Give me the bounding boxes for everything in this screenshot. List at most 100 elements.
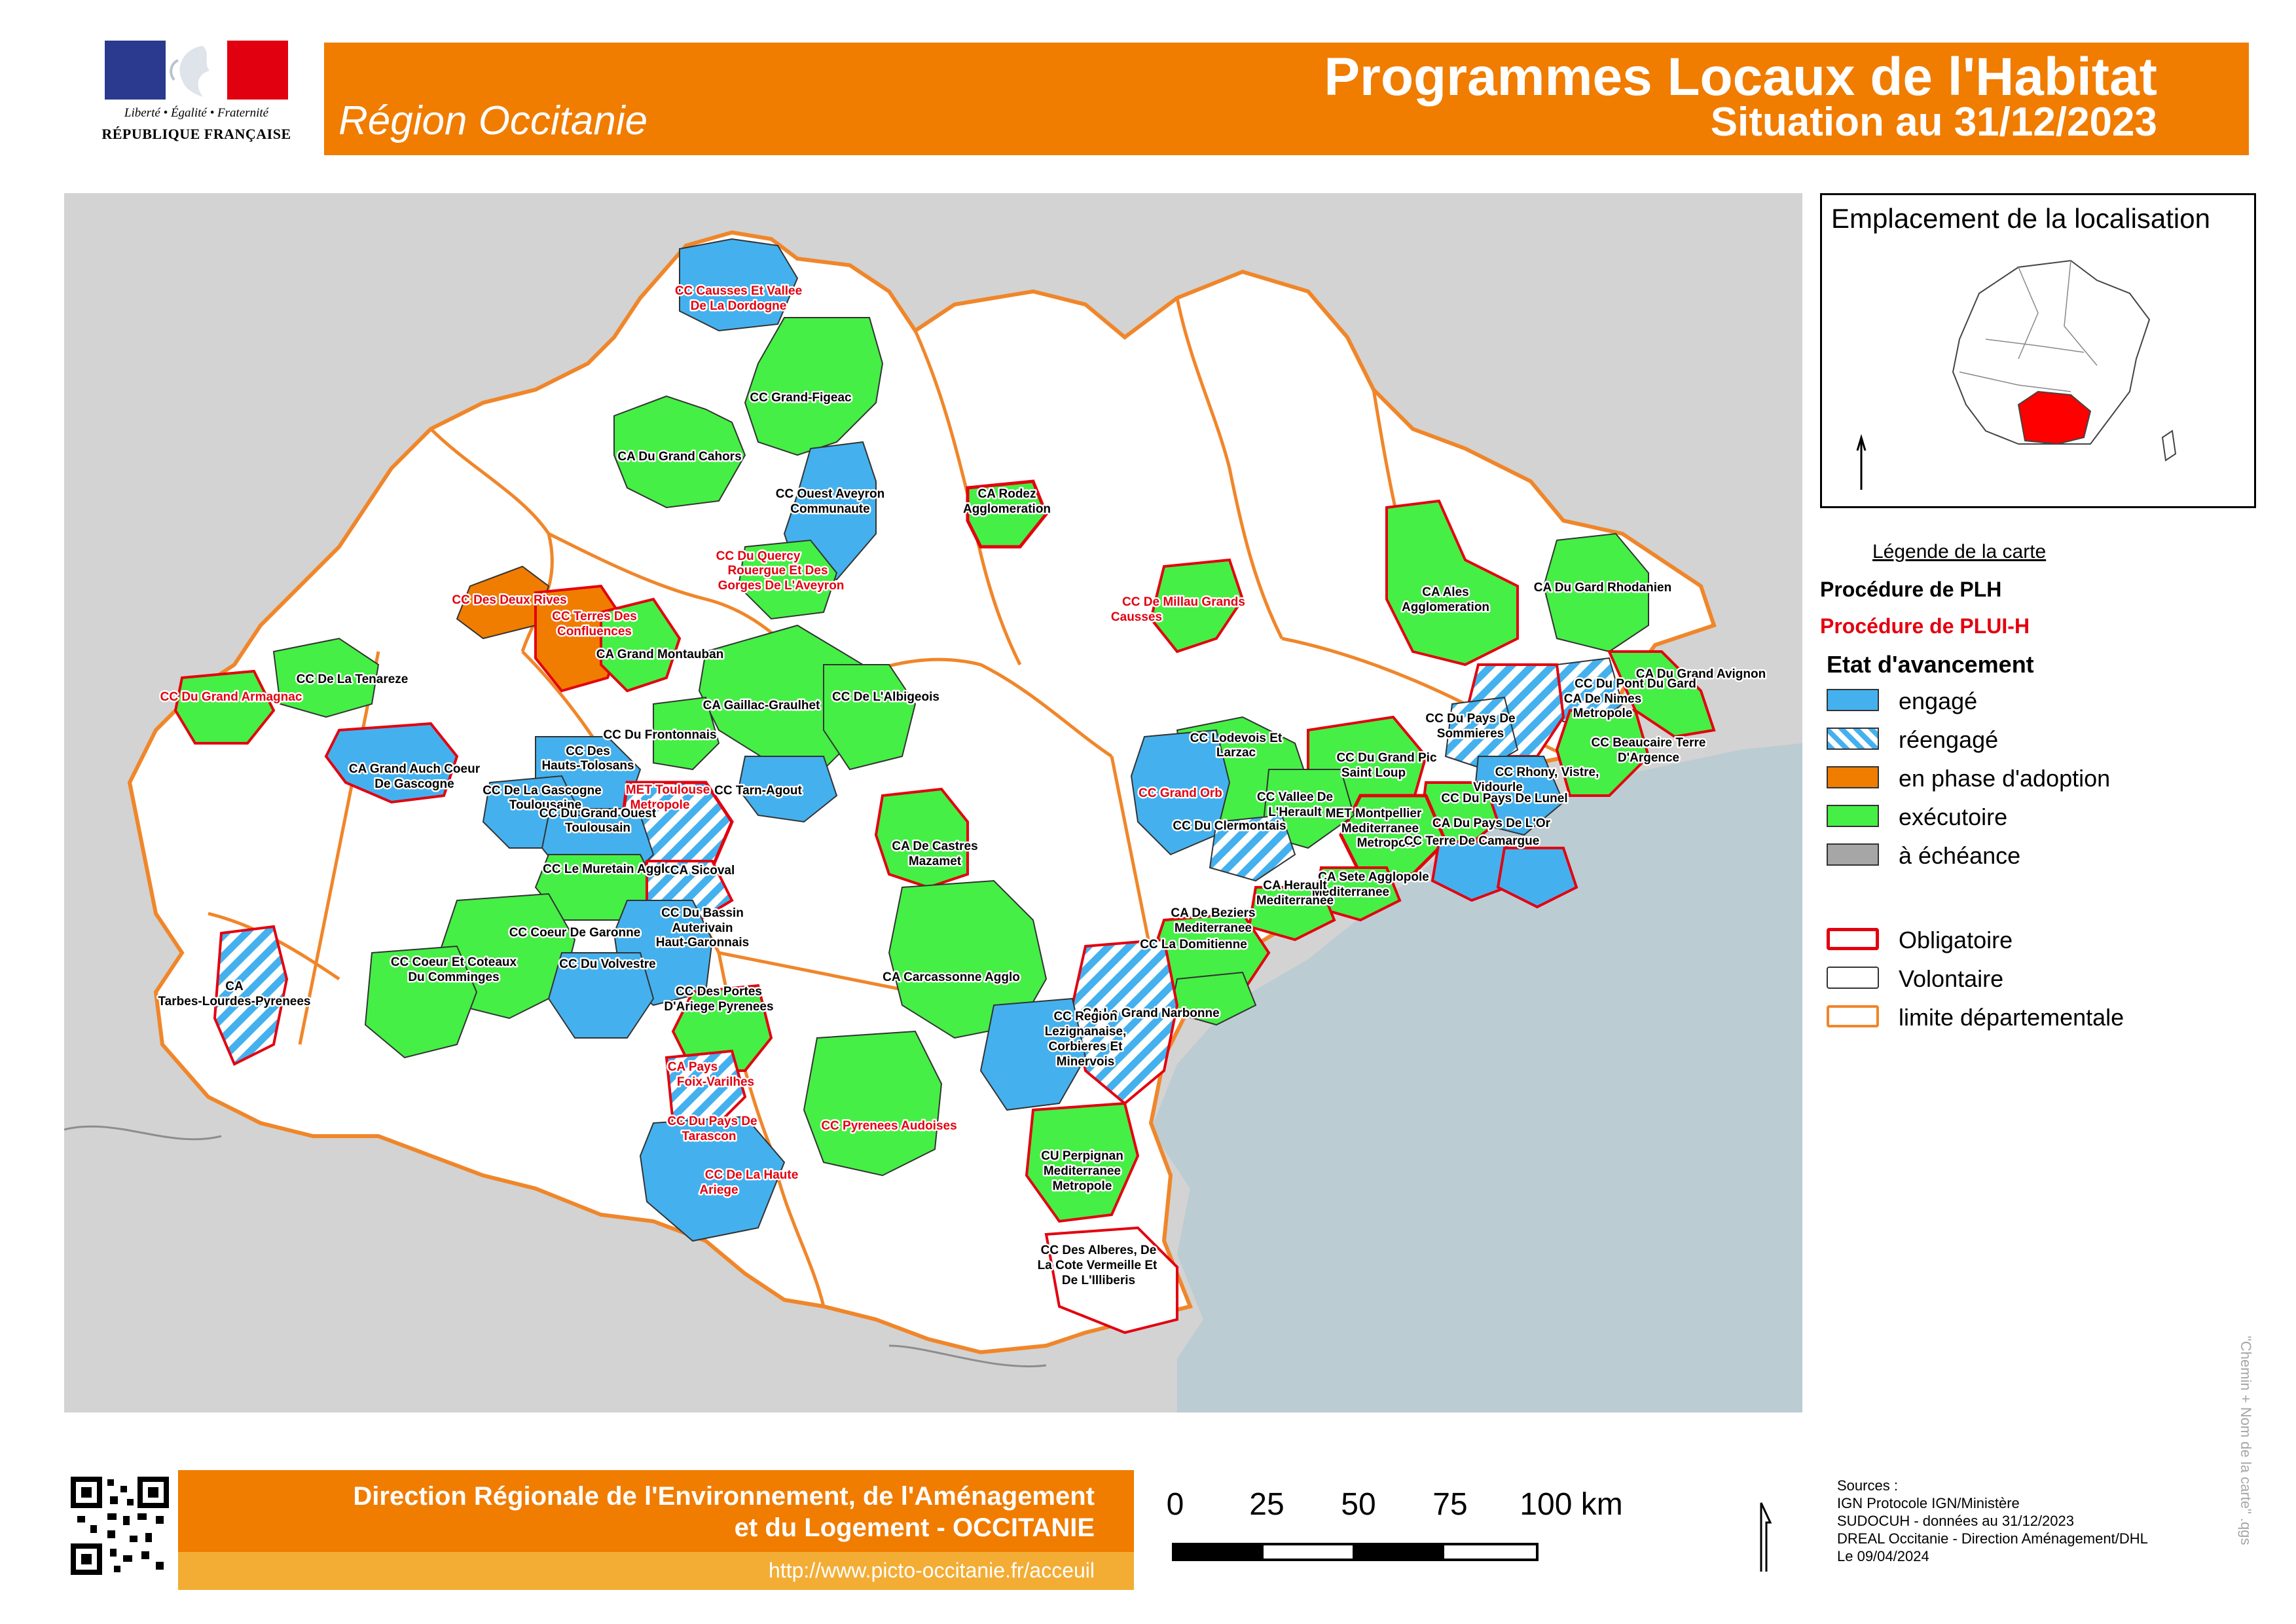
region-name: Région Occitanie: [338, 98, 648, 143]
map-label: CA Pays: [668, 1060, 718, 1074]
dreal-url-link[interactable]: http://www.picto-occitanie.fr/acceuil: [769, 1559, 1095, 1582]
map-label: Larzac: [1216, 746, 1256, 760]
map-label: CA De Nimes: [1564, 692, 1642, 706]
zone-cc-du-clermontais: [1209, 814, 1296, 882]
map-legend: Légende de la carte Procédure de PLH Pro…: [1820, 537, 2265, 1061]
swatch-engage: [1827, 689, 1879, 711]
zone-cc-du-quercy-rouergue: [737, 539, 838, 620]
map-label: CC Des Portes: [676, 985, 762, 999]
map-label: CC Des Alberes, De: [1041, 1244, 1157, 1257]
map-label: CA Rodez: [977, 487, 1036, 501]
scale-tick: 75: [1432, 1487, 1468, 1522]
map-label: CC Du Clermontais: [1173, 819, 1286, 833]
map-label: CC Du Quercy: [716, 549, 801, 563]
map-label: L'Herault: [1268, 805, 1322, 819]
map-label: CC De Millau Grands: [1122, 595, 1245, 609]
zone-cc-du-frontonnais: [653, 696, 720, 771]
logo-motto: Liberté • Égalité • Fraternité: [124, 106, 269, 120]
swatch-volontaire: [1827, 967, 1879, 989]
map-label: CC Vallee De: [1257, 790, 1333, 804]
map-label: Agglomeration: [1402, 600, 1489, 614]
legend-label: engagé: [1899, 688, 1978, 714]
page-subtitle: Situation au 31/12/2023: [1710, 100, 2157, 145]
zone-cc-terre-de-camargue: [1496, 847, 1578, 909]
legend-label: à échéance: [1899, 842, 2021, 869]
map-label: CC De L'Albigeois: [832, 690, 939, 704]
map-label: Mazamet: [909, 855, 962, 868]
zone-ca-du-gard-rhodanien: [1542, 532, 1649, 653]
legend-label: Volontaire: [1899, 965, 2004, 992]
locator-title: Emplacement de la localisation: [1831, 203, 2210, 234]
map-label: Lezignanaise,: [1045, 1025, 1127, 1039]
north-arrow-icon: [1760, 1502, 1772, 1572]
map-label: De La Dordogne: [691, 299, 787, 313]
sources-line: Le 09/04/2024: [1837, 1548, 1929, 1564]
swatch-obligatoire: [1827, 928, 1879, 950]
swatch-echeance: [1827, 843, 1879, 866]
map-label: CC Du Frontonnais: [603, 728, 716, 742]
republique-francaise-logo: Liberté • Égalité • Fraternité RÉPUBLIQU…: [98, 38, 295, 153]
zone-ca-de-castres-mazamet: [874, 787, 969, 889]
map-label: Auterivain: [672, 921, 733, 935]
scale-tick: 25: [1249, 1487, 1285, 1522]
zone-cc-des-portes-d-ariege-pyrenees: [671, 984, 773, 1072]
map-label: CC Coeur De Garonne: [509, 926, 641, 940]
map-label: CC Lodevois Et: [1190, 731, 1283, 745]
scale-bar-graphic: [1172, 1543, 1539, 1561]
scale-tick: 100 km: [1520, 1487, 1623, 1522]
zone-cc-causses-et-vallee-de-la-dordogne: [679, 238, 799, 332]
occitanie-map: CC Causses Et Vallee De La Dordogne CC Gra…: [64, 193, 1802, 1412]
map-label: CA Grand Montauban: [596, 648, 724, 661]
map-label: CC Tarn-Agout: [714, 784, 802, 798]
sources-line: IGN Protocole IGN/Ministère: [1837, 1495, 2020, 1511]
scale-bar: 0 25 50 75 100 km: [1165, 1486, 1624, 1585]
map-label: Metropole: [1573, 707, 1633, 720]
map-label: Haut-Garonnais: [656, 936, 750, 950]
map-label: CA Grand Auch Coeur: [349, 762, 481, 776]
map-label: CA: [225, 980, 244, 993]
locator-inset: Emplacement de la localisation: [1820, 193, 2256, 508]
map-label: CA Herault: [1263, 879, 1327, 893]
north-arrow-icon: [1856, 434, 1867, 490]
map-label: Communaute: [790, 502, 869, 516]
title-banner: Programmes Locaux de l'Habitat Situation…: [324, 43, 2249, 155]
map-label: Saint Loup: [1341, 766, 1406, 780]
occitanie-highlight: [2017, 390, 2092, 445]
map-label: CA De Beziers: [1171, 906, 1255, 920]
map-label: Metropole: [1357, 836, 1417, 850]
map-label: Minervois: [1057, 1055, 1115, 1069]
map-label: CA Du Grand Cahors: [617, 450, 741, 464]
map-label: CC Region: [1053, 1010, 1117, 1024]
map-label: CA Gaillac-Graulhet: [703, 699, 820, 712]
zone-cc-du-volvestre: [547, 952, 655, 1039]
zone-cc-de-l-albigeois: [823, 664, 917, 771]
map-label: CC Beaucaire Terre: [1592, 736, 1706, 750]
map-label: CC Le Muretain Agglo: [543, 862, 672, 876]
map-label: CC Des: [566, 745, 610, 758]
map-label: CC Grand-Figeac: [750, 391, 852, 405]
swatch-adoption: [1827, 766, 1879, 788]
swatch-reengage: [1827, 728, 1879, 750]
zone-cc-beaucaire-terre-d-argence: [1555, 709, 1650, 797]
zone-cc-region-lezignanaise: [979, 997, 1087, 1111]
map-label: CC Terres Des: [552, 610, 637, 623]
zone-cu-perpignan-mediterranee: [1025, 1101, 1140, 1223]
map-label: Metropole: [1053, 1179, 1112, 1193]
map-label: CC Des Deux Rives: [452, 593, 566, 607]
map-label: Sommieres: [1437, 727, 1504, 741]
sources-line: DREAL Occitanie - Direction Aménagement/…: [1837, 1530, 2148, 1547]
zone-ca-rodez-agglomeration: [966, 479, 1048, 549]
map-label: MET Toulouse: [626, 783, 710, 797]
map-label: CC Du Pays De Lunel: [1441, 792, 1567, 805]
map-label: Mediterranee: [1175, 921, 1252, 935]
map-label: Agglomeration: [963, 502, 1051, 516]
map-label: CA Sete Agglopole: [1318, 870, 1429, 884]
map-label: Foix-Varilhes: [677, 1075, 754, 1089]
france-outline-map: [1856, 259, 2177, 490]
map-label: CC Causses Et Vallee: [675, 284, 802, 298]
map-label: CC La Domitienne: [1140, 938, 1247, 951]
logo-republique-francaise: RÉPUBLIQUE FRANÇAISE: [101, 126, 291, 142]
zone-cc-grand-orb: [1130, 729, 1231, 856]
